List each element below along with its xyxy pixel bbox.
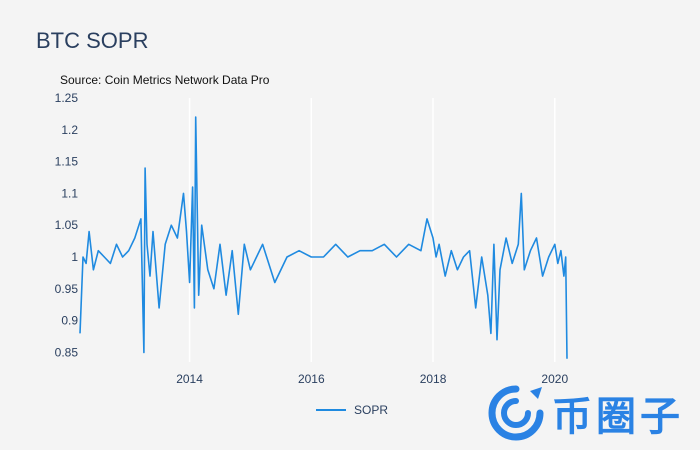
watermark-text: 币圈子 <box>552 394 684 440</box>
x-tick-label: 2020 <box>541 372 568 386</box>
watermark: 币圈子 <box>486 382 696 444</box>
y-tick-label: 1 <box>71 250 78 264</box>
y-tick-label: 0.85 <box>55 345 79 359</box>
watermark-logo-icon <box>488 385 544 441</box>
y-tick-label: 1.1 <box>61 186 78 200</box>
y-tick-label: 0.95 <box>55 282 79 296</box>
chart-title: BTC SOPR <box>36 28 149 53</box>
legend-label-sopr: SOPR <box>354 403 389 417</box>
y-tick-label: 1.15 <box>55 155 79 169</box>
legend-swatch-sopr <box>316 409 346 411</box>
x-tick-label: 2014 <box>176 372 203 386</box>
y-tick-label: 1.2 <box>61 123 78 137</box>
x-tick-label: 2018 <box>420 372 447 386</box>
y-tick-label: 1.05 <box>55 218 79 232</box>
chart-subtitle: Source: Coin Metrics Network Data Pro <box>60 73 270 87</box>
y-tick-label: 1.25 <box>55 91 79 105</box>
legend[interactable]: SOPR <box>316 403 388 417</box>
x-tick-label: 2016 <box>298 372 325 386</box>
y-tick-label: 0.9 <box>61 314 78 328</box>
series-line-sopr <box>79 116 568 359</box>
